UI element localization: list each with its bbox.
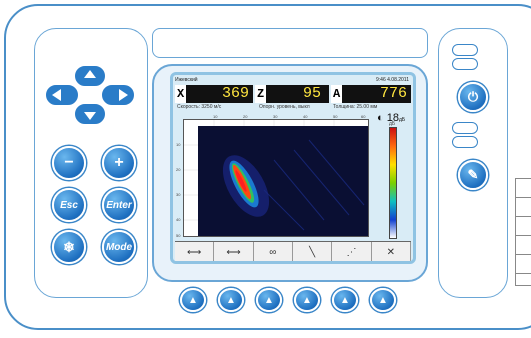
snowflake-icon: ❄ <box>63 238 75 255</box>
softkey-4[interactable]: ▲ <box>294 288 320 312</box>
side-table-fragment <box>515 178 531 286</box>
triangle-up-icon: ▲ <box>378 294 388 306</box>
scan-echo-image <box>222 139 365 231</box>
softkey-6[interactable]: ▲ <box>370 288 396 312</box>
thickness-text: Толщина: 25.00 мм <box>333 104 378 110</box>
mode-button[interactable]: Mode <box>102 230 136 264</box>
readout-x: X 369 <box>175 85 253 103</box>
power-button[interactable]: ⏻ <box>458 82 488 112</box>
readout-a: A 776 <box>331 85 411 103</box>
arrow-down-icon <box>84 112 96 120</box>
scan-icon: ⋰ <box>346 246 357 258</box>
close-icon: ✕ <box>386 246 395 258</box>
triangle-up-icon: ▲ <box>226 294 236 306</box>
header-left-text: Ижевский <box>175 77 198 83</box>
tool-gate-a[interactable]: ⟷ <box>175 242 215 261</box>
arrow-right-icon <box>119 89 128 101</box>
softkey-5[interactable]: ▲ <box>332 288 358 312</box>
settings-button[interactable]: ✎ <box>458 160 488 190</box>
triangle-up-icon: ▲ <box>264 294 274 306</box>
arrow-down-button[interactable] <box>73 102 107 126</box>
arrow-right-button[interactable] <box>100 83 136 107</box>
minus-button[interactable]: − <box>52 146 86 180</box>
arrow-left-button[interactable] <box>44 83 80 107</box>
screen-header: Ижевский 9:46 4.08.2011 <box>175 77 411 84</box>
gate-a-icon: ⟷ <box>186 246 202 258</box>
header-datetime: 9:46 4.08.2011 <box>376 77 409 83</box>
contrast-icon: ◐ <box>377 112 384 124</box>
triangle-up-icon: ▲ <box>340 294 350 306</box>
wave-icon: ∞ <box>269 246 277 258</box>
softkey-2[interactable]: ▲ <box>218 288 244 312</box>
amplitude-color-scale <box>389 127 397 239</box>
speed-text: Скорость: 3250 м/с <box>177 104 222 110</box>
indicator-led-2 <box>452 58 478 70</box>
arrow-left-icon <box>52 89 61 101</box>
tool-probe[interactable]: ╲ <box>293 242 333 261</box>
direction-pad <box>44 64 136 126</box>
scan-plot <box>183 119 369 237</box>
tool-close[interactable]: ✕ <box>372 242 411 261</box>
tool-gate-b[interactable]: ⟷ <box>214 242 254 261</box>
arrow-up-button[interactable] <box>73 64 107 88</box>
wrench-icon: ✎ <box>467 167 479 182</box>
reference-level-text: Опорн. уровень, выкл <box>259 104 310 110</box>
indicator-led-1 <box>452 44 478 56</box>
snowflake-button[interactable]: ❄ <box>52 230 86 264</box>
tool-wave[interactable]: ∞ <box>254 242 293 261</box>
indicator-led-4 <box>452 136 478 148</box>
screen-toolbar: ⟷ ⟷ ∞ ╲ ⋰ ✕ <box>175 241 411 261</box>
plus-button[interactable]: + <box>102 146 136 180</box>
gain-readout: ◐ 18дБ <box>377 112 406 124</box>
triangle-up-icon: ▲ <box>302 294 312 306</box>
readout-z: Z 95 <box>255 85 329 103</box>
readout-a-value: 776 <box>379 85 407 102</box>
probe-icon: ╲ <box>309 246 316 258</box>
tool-scan[interactable]: ⋰ <box>332 242 372 261</box>
enter-button[interactable]: Enter <box>102 188 136 222</box>
softkey-1[interactable]: ▲ <box>180 288 206 312</box>
esc-button[interactable]: Esc <box>52 188 86 222</box>
indicator-led-3 <box>452 122 478 134</box>
readout-x-value: 369 <box>221 85 249 102</box>
power-icon: ⏻ <box>467 89 479 104</box>
top-display-slot <box>152 28 428 58</box>
main-screen: Ижевский 9:46 4.08.2011 X 369 Z 95 A 776… <box>170 72 416 264</box>
gate-b-icon: ⟷ <box>226 246 241 258</box>
readout-z-value: 95 <box>302 85 321 102</box>
arrow-up-icon <box>84 70 96 78</box>
triangle-up-icon: ▲ <box>188 294 198 306</box>
softkey-3[interactable]: ▲ <box>256 288 282 312</box>
